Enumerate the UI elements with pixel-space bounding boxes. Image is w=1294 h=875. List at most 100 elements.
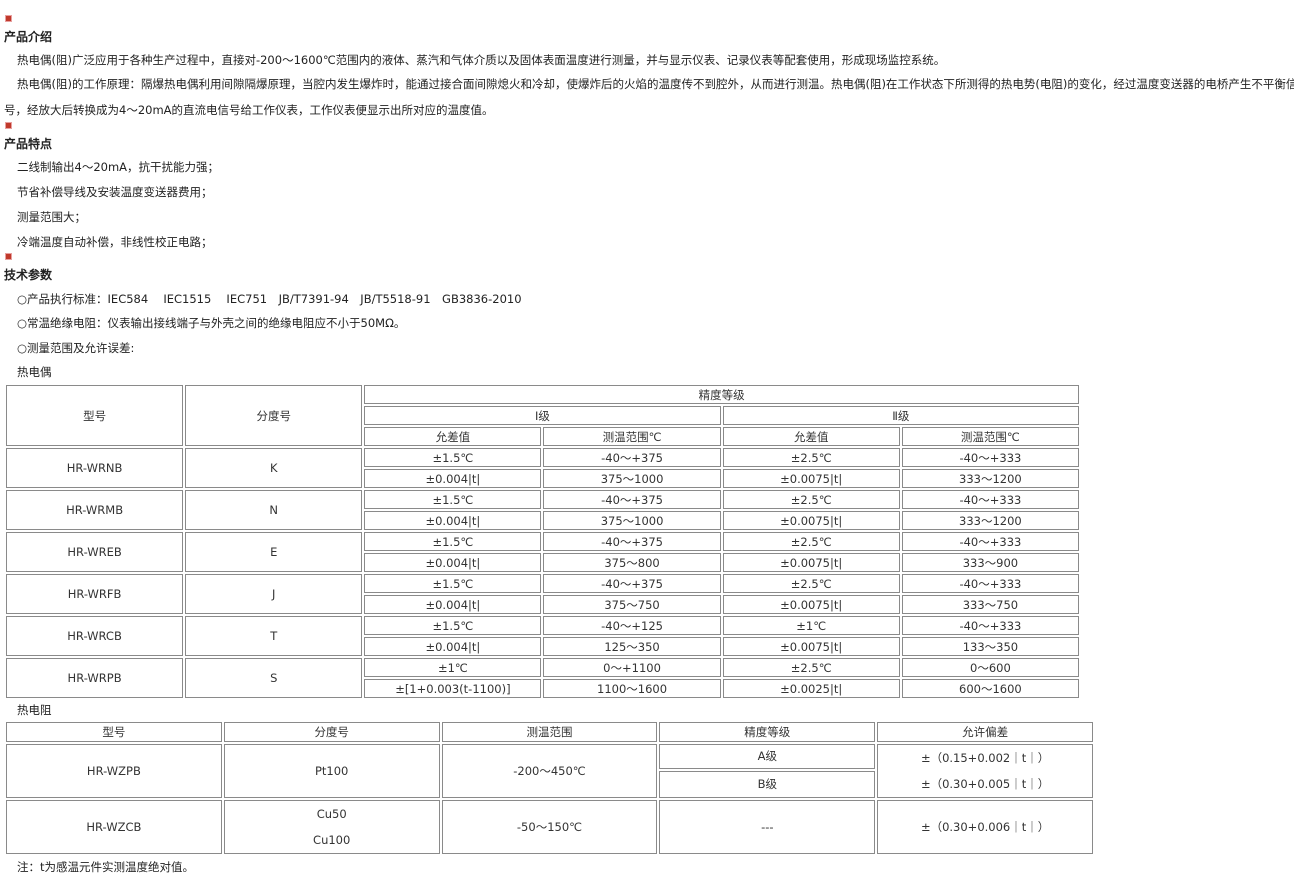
rtd-label: 热电阻 bbox=[17, 703, 52, 717]
specs-title: 技术参数 bbox=[4, 268, 53, 282]
value-cell: ±0.004|t| bbox=[364, 637, 542, 656]
header-class2: Ⅱ级 bbox=[722, 406, 1079, 425]
header-range: 测温范围 bbox=[441, 722, 658, 742]
value-cell: -40～+333 bbox=[901, 574, 1079, 593]
header-graduation: 分度号 bbox=[185, 385, 363, 446]
graduation-cell: N bbox=[185, 490, 363, 530]
value-cell: 375～750 bbox=[543, 595, 721, 614]
value-cell: 375～1000 bbox=[543, 511, 721, 530]
intro-title: 产品介绍 bbox=[4, 30, 53, 44]
header-class1: Ⅰ级 bbox=[364, 406, 721, 425]
table-row: ±0.004|t| 125～350 ±0.0075|t| 133～350 bbox=[6, 637, 1079, 656]
range-cell: -200～450℃ bbox=[441, 744, 658, 798]
intro-paragraph: 热电偶(阻)的工作原理：隔爆热电偶利用间隙隔爆原理，当腔内发生爆炸时，能通过接合… bbox=[17, 77, 1294, 91]
table-row: ±0.004|t| 375～800 ±0.0075|t| 333～900 bbox=[6, 553, 1079, 572]
header-model: 型号 bbox=[6, 385, 184, 446]
header-tolerance: 允差值 bbox=[722, 427, 900, 446]
value-cell: 333～1200 bbox=[901, 511, 1079, 530]
table-row: ±0.004|t| 375～1000 ±0.0075|t| 333～1200 bbox=[6, 511, 1079, 530]
graduation-cell: Cu50 Cu100 bbox=[223, 800, 440, 854]
rtd-table: 型号 分度号 测温范围 精度等级 允许偏差 HR-WZPB Pt100 -200… bbox=[4, 720, 1095, 856]
class-a-cell: A级 bbox=[659, 744, 876, 769]
value-cell: ±0.004|t| bbox=[364, 595, 542, 614]
thermocouple-table: 型号 分度号 精度等级 Ⅰ级 Ⅱ级 允差值 测温范围℃ 允差值 测温范围℃ HR… bbox=[4, 383, 1081, 700]
value-cell: 375～1000 bbox=[543, 469, 721, 488]
table-row: HR-WRPB S ±1℃ 0～+1100 ±2.5℃ 0～600 bbox=[6, 658, 1079, 698]
value-cell: ±1℃ bbox=[364, 658, 542, 677]
deviation-a: ±（0.15+0.002｜t｜） bbox=[920, 751, 1050, 765]
value-cell: ±[1+0.003(t-1100)] bbox=[364, 679, 542, 698]
value-cell: 0～+1100 bbox=[543, 658, 721, 677]
value-cell: 125～350 bbox=[543, 637, 721, 656]
value-cell: ±2.5℃ bbox=[722, 490, 900, 509]
graduation-cu100: Cu100 bbox=[313, 833, 351, 847]
model-cell: HR-WZCB bbox=[6, 800, 222, 854]
value-cell: 333～750 bbox=[901, 595, 1079, 614]
value-cell: -40～+375 bbox=[543, 448, 721, 467]
table-row: ±0.004|t| 375～750 ±0.0075|t| 333～750 bbox=[6, 595, 1079, 614]
value-cell: ±0.004|t| bbox=[364, 469, 542, 488]
value-cell: ±0.0075|t| bbox=[722, 595, 900, 614]
table-row: ±0.004|t| 375～1000 ±0.0075|t| 333～1200 bbox=[6, 469, 1079, 488]
deviation-b: ±（0.30+0.005｜t｜） bbox=[920, 777, 1050, 791]
model-cell: HR-WRNB bbox=[6, 448, 184, 488]
table-row: HR-WRMB N ±1.5℃ -40～+375 ±2.5℃ -40～+333 bbox=[6, 490, 1079, 530]
value-cell: 375～800 bbox=[543, 553, 721, 572]
value-cell: 133～350 bbox=[901, 637, 1079, 656]
features-title: 产品特点 bbox=[4, 137, 53, 151]
thermocouple-label: 热电偶 bbox=[17, 365, 52, 379]
feature-item: 测量范围大； bbox=[17, 210, 86, 224]
graduation-cell: S bbox=[185, 658, 363, 698]
value-cell: ±0.0075|t| bbox=[722, 553, 900, 572]
class-cell: --- bbox=[659, 800, 876, 854]
value-cell: -40～+333 bbox=[901, 448, 1079, 467]
model-cell: HR-WZPB bbox=[6, 744, 222, 798]
model-cell: HR-WRPB bbox=[6, 658, 184, 698]
model-cell: HR-WRMB bbox=[6, 490, 184, 530]
header-model: 型号 bbox=[6, 722, 222, 742]
value-cell: ±0.0075|t| bbox=[722, 637, 900, 656]
class-b-cell: B级 bbox=[659, 770, 876, 798]
value-cell: ±1.5℃ bbox=[364, 448, 542, 467]
header-range: 测温范围℃ bbox=[543, 427, 721, 446]
feature-item: 二线制输出4～20mA，抗干扰能力强； bbox=[17, 160, 220, 174]
section-bullet-icon bbox=[5, 122, 12, 129]
table-row: HR-WRFB J ±1.5℃ -40～+375 ±2.5℃ -40～+333 bbox=[6, 574, 1079, 614]
header-deviation: 允许偏差 bbox=[877, 722, 1093, 742]
table-row: HR-WRCB T ±1.5℃ -40～+125 ±1℃ -40～+333 bbox=[6, 616, 1079, 656]
spec-item: ○产品执行标准：IEC584 IEC1515 IEC751 JB/T7391-9… bbox=[17, 292, 522, 306]
value-cell: ±2.5℃ bbox=[722, 658, 900, 677]
value-cell: -40～+375 bbox=[543, 532, 721, 551]
table-row: ±[1+0.003(t-1100)] 1100～1600 ±0.0025|t| 600… bbox=[6, 679, 1079, 698]
value-cell: ±0.0075|t| bbox=[722, 511, 900, 530]
value-cell: -40～+333 bbox=[901, 532, 1079, 551]
spec-item: ○测量范围及允许误差: bbox=[17, 341, 135, 355]
intro-paragraph: 热电偶(阻)广泛应用于各种生产过程中，直接对-200～1600℃范围内的液体、蒸… bbox=[17, 53, 946, 67]
value-cell: ±1.5℃ bbox=[364, 574, 542, 593]
value-cell: ±0.004|t| bbox=[364, 553, 542, 572]
feature-item: 冷端温度自动补偿，非线性校正电路； bbox=[17, 235, 213, 249]
value-cell: 0～600 bbox=[901, 658, 1079, 677]
graduation-cell: J bbox=[185, 574, 363, 614]
table-row: HR-WRNB K ±1.5℃ -40～+375 ±2.5℃ -40～+333 bbox=[6, 448, 1079, 488]
value-cell: -40～+125 bbox=[543, 616, 721, 635]
graduation-cell: Pt100 bbox=[223, 744, 440, 798]
value-cell: -40～+333 bbox=[901, 616, 1079, 635]
section-bullet-icon bbox=[5, 253, 12, 260]
range-cell: -50～150℃ bbox=[441, 800, 658, 854]
graduation-cell: E bbox=[185, 532, 363, 572]
graduation-cu50: Cu50 bbox=[316, 807, 347, 821]
header-accuracy: 精度等级 bbox=[364, 385, 1079, 404]
model-cell: HR-WRCB bbox=[6, 616, 184, 656]
header-accuracy: 精度等级 bbox=[659, 722, 876, 742]
graduation-cell: K bbox=[185, 448, 363, 488]
value-cell: ±2.5℃ bbox=[722, 532, 900, 551]
value-cell: ±0.004|t| bbox=[364, 511, 542, 530]
deviation-cell: ±（0.15+0.002｜t｜） ±（0.30+0.005｜t｜） bbox=[877, 744, 1093, 798]
model-cell: HR-WREB bbox=[6, 532, 184, 572]
deviation-cell: ±（0.30+0.006｜t｜） bbox=[877, 800, 1093, 854]
table-row: HR-WREB E ±1.5℃ -40～+375 ±2.5℃ -40～+333 bbox=[6, 532, 1079, 572]
value-cell: ±0.0075|t| bbox=[722, 469, 900, 488]
value-cell: ±1℃ bbox=[722, 616, 900, 635]
intro-paragraph: 号，经放大后转换成为4～20mA的直流电信号给工作仪表，工作仪表便显示出所对应的… bbox=[4, 103, 494, 117]
